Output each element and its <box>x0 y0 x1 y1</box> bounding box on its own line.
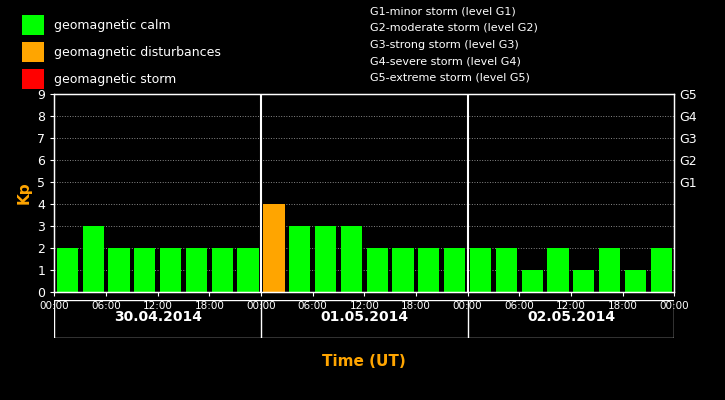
Text: geomagnetic storm: geomagnetic storm <box>54 73 177 86</box>
Bar <box>212 248 233 292</box>
Text: geomagnetic disturbances: geomagnetic disturbances <box>54 46 221 59</box>
Bar <box>367 248 388 292</box>
Bar <box>22 69 44 89</box>
Text: G1-minor storm (level G1): G1-minor storm (level G1) <box>370 6 515 16</box>
Bar <box>108 248 130 292</box>
Bar <box>392 248 414 292</box>
Bar <box>134 248 155 292</box>
Bar <box>186 248 207 292</box>
Bar <box>470 248 491 292</box>
Text: G5-extreme storm (level G5): G5-extreme storm (level G5) <box>370 73 530 83</box>
Bar <box>521 270 543 292</box>
Text: Time (UT): Time (UT) <box>323 354 406 370</box>
Bar <box>289 226 310 292</box>
Bar <box>573 270 594 292</box>
Text: 30.04.2014: 30.04.2014 <box>114 310 202 324</box>
Bar <box>651 248 672 292</box>
Bar <box>263 204 284 292</box>
Bar <box>599 248 621 292</box>
Bar <box>238 248 259 292</box>
Bar <box>341 226 362 292</box>
Text: 01.05.2014: 01.05.2014 <box>320 310 408 324</box>
Text: geomagnetic calm: geomagnetic calm <box>54 19 171 32</box>
Bar <box>547 248 568 292</box>
Bar <box>444 248 465 292</box>
Bar <box>83 226 104 292</box>
Bar <box>160 248 181 292</box>
Bar <box>315 226 336 292</box>
Text: G4-severe storm (level G4): G4-severe storm (level G4) <box>370 56 521 66</box>
Bar <box>22 15 44 35</box>
Text: 02.05.2014: 02.05.2014 <box>527 310 615 324</box>
Bar <box>496 248 517 292</box>
Text: G3-strong storm (level G3): G3-strong storm (level G3) <box>370 40 518 50</box>
Bar <box>418 248 439 292</box>
Bar <box>625 270 646 292</box>
Bar <box>57 248 78 292</box>
Bar <box>22 42 44 62</box>
Y-axis label: Kp: Kp <box>17 182 32 204</box>
Text: G2-moderate storm (level G2): G2-moderate storm (level G2) <box>370 23 538 33</box>
